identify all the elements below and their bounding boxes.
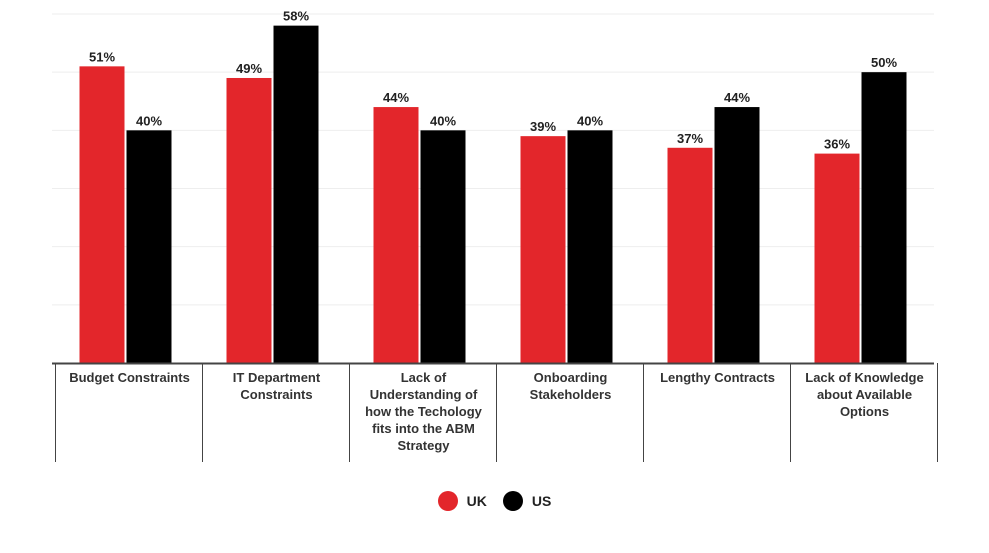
bar-us[interactable] <box>714 107 760 363</box>
data-label-us: 44% <box>724 90 750 105</box>
legend: UK US <box>0 486 989 516</box>
bar-us[interactable] <box>861 72 907 364</box>
data-label-uk: 51% <box>89 49 115 64</box>
legend-us-label: US <box>531 493 552 509</box>
bar-uk[interactable] <box>373 107 419 363</box>
bar-us[interactable] <box>126 130 172 363</box>
bar-us[interactable] <box>273 25 319 364</box>
x-tick-label: Lengthy Contracts <box>660 370 775 385</box>
bar-us[interactable] <box>567 130 613 363</box>
data-label-us: 40% <box>577 113 603 128</box>
data-labels: 51% 40% 49% 58% 44% 40% 39% 40% 37% 44% 36% 50% <box>89 9 897 152</box>
x-axis: Budget Constraints IT Department Constrain… <box>52 362 938 462</box>
data-label-uk: 36% <box>824 137 850 152</box>
data-label-uk: 44% <box>383 90 409 105</box>
bar-uk[interactable] <box>226 77 272 363</box>
bar-uk[interactable] <box>79 66 125 363</box>
legend-item-us[interactable]: US <box>502 491 552 511</box>
gridlines <box>52 13 934 306</box>
x-tick-label: Lack of Knowledge about Available Options <box>805 370 923 419</box>
x-tick-label: Lack of Understanding of how the Techology… <box>365 370 483 453</box>
data-label-uk: 37% <box>677 131 703 146</box>
x-tick-label: Budget Constraints <box>69 370 190 385</box>
legend-item-uk[interactable]: UK <box>437 491 487 511</box>
bars <box>79 25 907 364</box>
data-label-uk: 49% <box>236 61 262 76</box>
legend-us-swatch-icon <box>502 491 523 511</box>
data-label-us: 40% <box>136 113 162 128</box>
data-label-us: 50% <box>871 55 897 70</box>
data-label-us: 40% <box>430 113 456 128</box>
bar-uk[interactable] <box>520 136 566 363</box>
x-tick-label: IT Department Constraints <box>233 370 321 402</box>
legend-uk-label: UK <box>466 493 487 509</box>
bar-uk[interactable] <box>667 147 713 363</box>
data-label-uk: 39% <box>530 119 556 134</box>
legend-uk-swatch-icon <box>437 491 458 511</box>
bar-uk[interactable] <box>814 153 860 363</box>
bar-us[interactable] <box>420 130 466 363</box>
data-label-us: 58% <box>283 9 309 24</box>
x-tick-label: Onboarding Stakeholders <box>530 370 612 402</box>
